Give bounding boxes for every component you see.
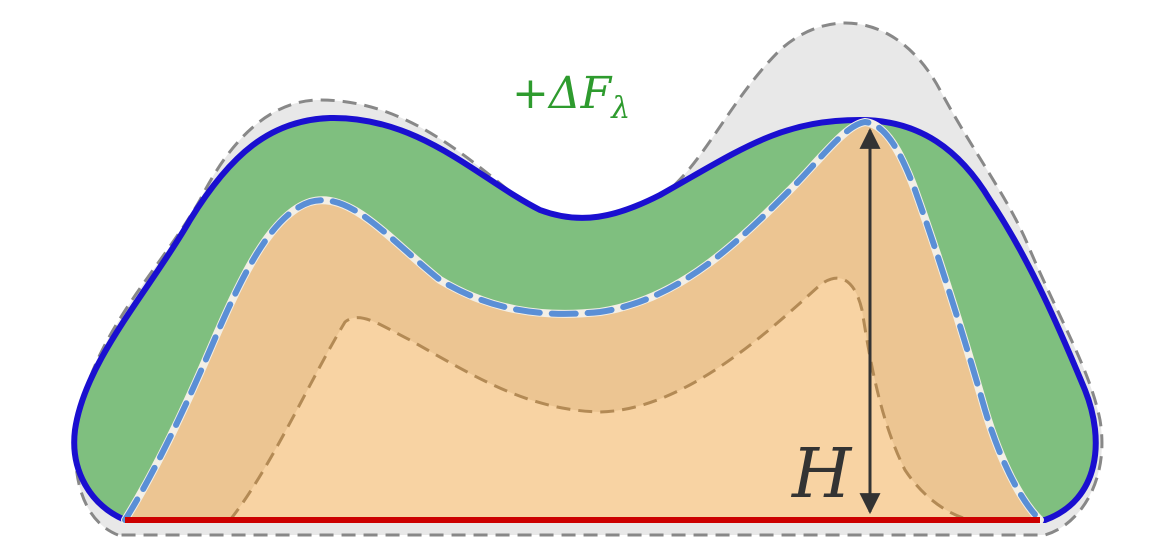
core-region-shape bbox=[226, 276, 971, 522]
height-label: H bbox=[790, 435, 853, 514]
delta-var: F bbox=[580, 68, 613, 119]
delta-prefix: +Δ bbox=[512, 68, 581, 119]
delta-subscript: λ bbox=[610, 91, 630, 126]
delta-f-label: +ΔFλ bbox=[512, 68, 630, 126]
inner-dashed-line bbox=[122, 118, 1043, 523]
